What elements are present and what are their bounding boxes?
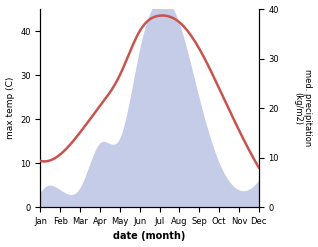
Y-axis label: med. precipitation
(kg/m2): med. precipitation (kg/m2) [293, 69, 313, 147]
Y-axis label: max temp (C): max temp (C) [5, 77, 15, 139]
X-axis label: date (month): date (month) [114, 231, 186, 242]
